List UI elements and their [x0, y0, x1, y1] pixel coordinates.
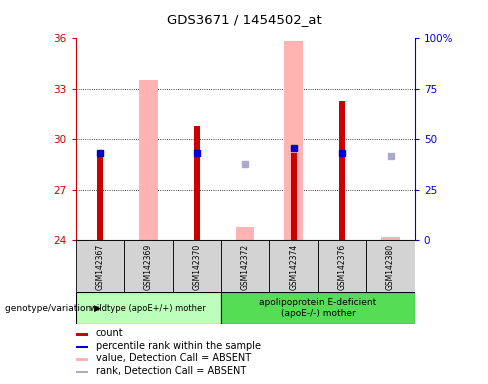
Text: apolipoprotein E-deficient
(apoE-/-) mother: apolipoprotein E-deficient (apoE-/-) mot…: [259, 298, 377, 318]
Bar: [173, 240, 221, 292]
Bar: [236, 227, 254, 240]
Text: genotype/variation ▶: genotype/variation ▶: [5, 304, 101, 313]
Bar: [139, 80, 158, 240]
Text: GSM142376: GSM142376: [338, 244, 346, 290]
Bar: [76, 358, 88, 361]
Bar: [381, 237, 400, 240]
Text: GSM142372: GSM142372: [241, 244, 250, 290]
Bar: [366, 240, 415, 292]
Bar: [97, 156, 103, 240]
Bar: [194, 126, 200, 240]
Bar: [285, 41, 303, 240]
Bar: [76, 292, 221, 324]
Bar: [124, 240, 173, 292]
Bar: [318, 240, 366, 292]
Text: wildtype (apoE+/+) mother: wildtype (apoE+/+) mother: [90, 304, 206, 313]
Text: GDS3671 / 1454502_at: GDS3671 / 1454502_at: [166, 13, 322, 26]
Bar: [76, 371, 88, 373]
Bar: [76, 346, 88, 348]
Text: GSM142369: GSM142369: [144, 244, 153, 290]
Text: value, Detection Call = ABSENT: value, Detection Call = ABSENT: [96, 353, 251, 363]
Text: count: count: [96, 328, 123, 338]
Text: GSM142374: GSM142374: [289, 244, 298, 290]
Bar: [76, 333, 88, 336]
Bar: [290, 153, 297, 240]
Text: rank, Detection Call = ABSENT: rank, Detection Call = ABSENT: [96, 366, 246, 376]
Text: GSM142380: GSM142380: [386, 244, 395, 290]
Text: GSM142370: GSM142370: [192, 244, 201, 290]
Bar: [339, 101, 346, 240]
Bar: [221, 240, 269, 292]
Bar: [76, 240, 124, 292]
Text: GSM142367: GSM142367: [95, 244, 104, 290]
Bar: [221, 292, 415, 324]
Bar: [269, 240, 318, 292]
Text: percentile rank within the sample: percentile rank within the sample: [96, 341, 261, 351]
